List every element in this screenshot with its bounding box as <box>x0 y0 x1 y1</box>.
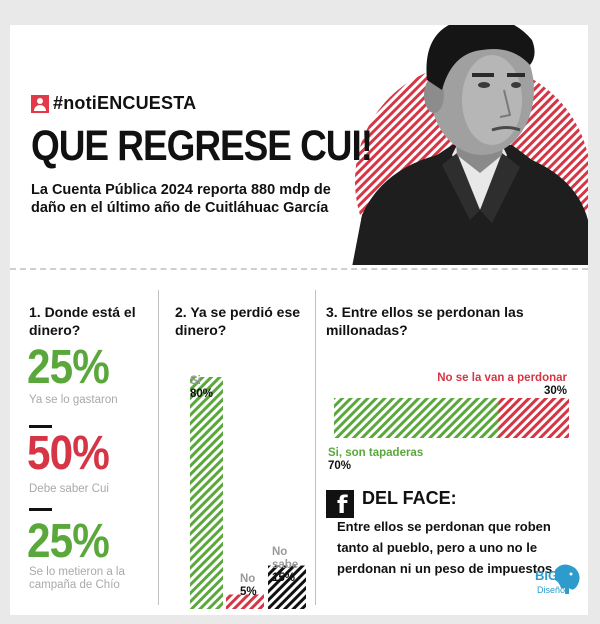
header: #notiENCUESTA QUE REGRESE CUI! La Cuenta… <box>10 25 588 265</box>
q1-value-1: 25% <box>27 341 110 394</box>
q1-caption-1: Ya se lo gastaron <box>29 394 118 406</box>
infographic-card: #notiENCUESTA QUE REGRESE CUI! La Cuenta… <box>10 25 588 615</box>
q2-bar-label-si: Si 80% <box>190 375 214 400</box>
question-3: 3. Entre ellos se perdonan las millonada… <box>315 280 588 615</box>
q2-bar-2 <box>268 565 306 609</box>
q1-caption-3: Se lo metieron a la campaña de Chío <box>29 566 125 591</box>
face-text: Entre ellos se perdonan que roben tanto … <box>337 519 553 576</box>
portrait-photo <box>352 25 588 265</box>
q1-divider-2 <box>29 508 52 511</box>
q3-segment-1 <box>498 398 569 438</box>
brand-tag: #notiENCUESTA <box>31 93 196 114</box>
column-divider-2 <box>315 290 316 605</box>
elephant-icon <box>555 564 580 594</box>
q1-caption-2: Debe saber Cui <box>29 483 109 495</box>
q2-bar-chart <box>190 377 306 609</box>
q2-bar-0 <box>190 377 223 609</box>
question-1: 1. Donde está el dinero? 25% Ya se lo ga… <box>10 280 155 610</box>
user-icon <box>31 94 49 113</box>
brand-text: #notiENCUESTA <box>53 93 197 113</box>
q2-title: 2. Ya se perdió ese dinero? <box>175 304 301 338</box>
q1-title: 1. Donde está el dinero? <box>29 304 136 338</box>
question-2: 2. Ya se perdió ese dinero? Si 80% No 5% N… <box>162 280 312 615</box>
q1-value-3: 25% <box>27 515 110 568</box>
q2-bar-1 <box>226 594 264 609</box>
q2-bar-label-no: No 5% <box>240 573 257 598</box>
big-diseno-logo: BIG Diseño <box>533 562 583 612</box>
q3-label-si: Si, son tapaderas 70% <box>328 447 424 472</box>
dashed-divider <box>10 268 588 272</box>
q2-bar-label-nosabe: No sabe 15% <box>272 546 299 584</box>
column-divider-1 <box>158 290 159 605</box>
q1-value-2: 50% <box>27 427 110 480</box>
q3-title: 3. Entre ellos se perdonan las millonada… <box>326 304 524 338</box>
subheadline: La Cuenta Pública 2024 reporta 880 mdp d… <box>31 182 331 216</box>
q3-label-no: No se la van a perdonar 30% <box>437 372 567 397</box>
q3-stacked-bar <box>334 398 569 438</box>
headline: QUE REGRESE CUI! <box>31 122 373 170</box>
q3-segment-0 <box>334 398 499 438</box>
facebook-icon: f <box>326 490 354 518</box>
q1-divider-1 <box>29 425 52 428</box>
face-title: DEL FACE: <box>362 488 457 508</box>
